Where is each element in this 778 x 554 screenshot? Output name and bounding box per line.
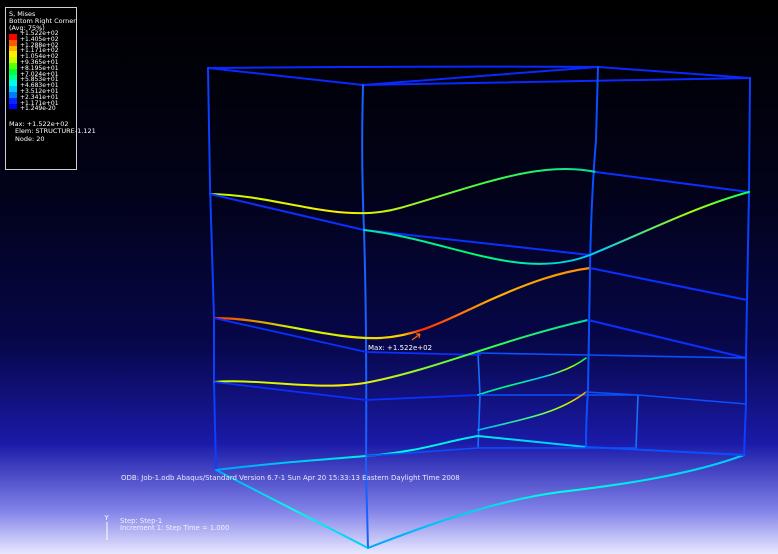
legend-band-label: +4.683e+01: [20, 82, 59, 90]
beam-l3-front: [213, 381, 479, 401]
legend-band: +1.171e+01: [9, 99, 73, 110]
beam-l3-left: [213, 319, 589, 387]
column-back-right: [743, 77, 751, 456]
step-info-line: Step: Step-1: [120, 517, 163, 525]
base-beam-mid: [365, 447, 637, 457]
triad-y-label: Y: [104, 514, 110, 522]
legend-band-label: +1.249e-20: [20, 105, 56, 113]
legend-swatch: [9, 51, 17, 58]
odb-info-line: ODB: Job-1.odb Abaqus/Standard Version 6…: [121, 474, 460, 482]
base-beam-right: [367, 454, 745, 549]
legend-title: S, Mises: [9, 10, 36, 18]
legend-band: +2.341e+01: [9, 93, 73, 104]
max-annotation: Max: +1.522e+02: [368, 344, 433, 352]
max-arrow-icon: [411, 333, 421, 341]
legend-elem-line: Elem: STRUCTURE-1.121: [15, 127, 96, 136]
legend-band: +1.288e+02: [9, 41, 73, 52]
legend-swatch: [9, 39, 17, 46]
beam-inner-diag: [477, 357, 587, 396]
top-beam-front: [362, 77, 751, 86]
legend-band: +5.853e+01: [9, 76, 73, 87]
legend-swatch: [9, 86, 17, 92]
legend-swatch: [9, 57, 17, 63]
beam-l1-mid: [363, 191, 750, 265]
legend-swatch: [9, 103, 17, 110]
top-beam-right: [597, 66, 751, 79]
column-front-left: [207, 67, 217, 471]
legend-band: +4.683e+01: [9, 82, 73, 92]
legend-swatch: [9, 45, 17, 52]
beam-l1-front: [209, 193, 591, 256]
legend-swatch: [9, 91, 17, 98]
legend-band: +7.024e+01: [9, 70, 73, 81]
legend-band: +1.054e+02: [9, 53, 73, 63]
legend-swatch: [9, 97, 17, 104]
legend-subtitle: Bottom Right Corner: [9, 17, 76, 25]
legend-band-label: +3.512e+01: [20, 87, 59, 95]
base-beam-front: [215, 469, 369, 549]
legend-swatch: [9, 62, 17, 69]
legend-band-label: +1.171e+01: [20, 99, 59, 107]
beam-l2-max: [212, 266, 592, 340]
legend-band-label: +1.054e+02: [20, 53, 59, 61]
legend-max-line: Max: +1.522e+02: [9, 120, 69, 129]
wireframe-structure: [207, 65, 751, 549]
beam-l1-left: [209, 167, 597, 215]
legend-band-label: +1.288e+02: [20, 41, 59, 49]
column-inner-left: [477, 352, 481, 449]
column-front-mid: [361, 84, 369, 549]
increment-info-line: Increment 1: Step Time = 1.000: [120, 524, 230, 532]
legend-avg: (Avg: 75%): [9, 24, 45, 32]
legend-band-label: +8.195e+01: [20, 64, 59, 72]
beam-inner-cross: [479, 394, 747, 405]
axis-triad: Y: [104, 514, 110, 540]
column-inner-right: [635, 394, 639, 449]
legend-node-line: Node: 20: [15, 134, 45, 143]
legend-band-label: +9.365e+01: [20, 58, 59, 66]
legend-swatch: [9, 34, 17, 40]
beam-inner-low: [477, 391, 587, 431]
legend-band-label: +5.853e+01: [20, 76, 59, 84]
top-beam-left: [207, 65, 599, 69]
legend-swatch: [9, 80, 17, 87]
beam-l3-right: [587, 319, 747, 359]
legend-band-label: +1.171e+02: [20, 47, 59, 55]
legend-bands: +1.522e+02 +1.405e+02 +1.288e+02 +1.171e+02…: [9, 30, 73, 115]
beam-inner-back: [585, 391, 639, 396]
legend-band-label: +1.405e+02: [20, 35, 59, 43]
column-front-right: [585, 66, 599, 448]
legend-band-label: +1.522e+02: [20, 30, 59, 37]
beam-l2-front: [589, 267, 748, 301]
legend-band: +1.171e+02: [9, 47, 73, 58]
legend-band: +8.195e+01: [9, 64, 73, 75]
max-marker: [411, 333, 421, 341]
legend-swatch: [9, 109, 17, 115]
legend-band: +1.405e+02: [9, 35, 73, 46]
legend-band-label: +7.024e+01: [20, 70, 59, 78]
legend-swatch: [9, 74, 17, 81]
beam-l1-right: [595, 171, 750, 193]
legend-swatch: [9, 68, 17, 75]
legend-band: +1.249e-20: [9, 105, 73, 115]
legend-band-label: +2.341e+01: [20, 93, 59, 101]
legend-band: +3.512e+01: [9, 87, 73, 98]
contour-legend[interactable]: S, Mises Bottom Right Corner (Avg: 75%) …: [5, 7, 96, 170]
legend-band: +1.522e+02: [9, 30, 73, 40]
legend-band: +9.365e+01: [9, 58, 73, 69]
beam-l3-inner: [477, 352, 747, 359]
beam-l2-back: [213, 317, 481, 356]
